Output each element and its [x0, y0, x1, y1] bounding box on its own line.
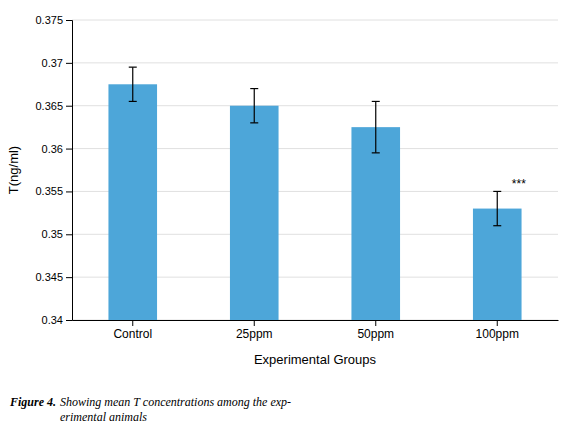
- x-tick: Control: [113, 320, 152, 341]
- error-bar-stem: [375, 101, 376, 152]
- y-tick: 0.34: [42, 314, 72, 326]
- error-bar-cap-top: [372, 101, 380, 102]
- y-tick-mark: [66, 277, 72, 278]
- error-bar: [129, 67, 137, 101]
- x-tick-label: 25ppm: [236, 327, 273, 341]
- chart: 0.34 0.345 0.35 0.355 0.36 0.365 0.37 0.375 Cont…: [0, 0, 578, 448]
- bar: [473, 209, 522, 320]
- y-tick-mark: [66, 320, 72, 321]
- y-tick-label: 0.345: [35, 271, 63, 283]
- error-bar-stem: [254, 89, 255, 123]
- y-tick: 0.345: [35, 271, 72, 283]
- y-tick-label: 0.35: [42, 228, 63, 240]
- x-tick-mark: [132, 320, 133, 326]
- y-tick: 0.355: [35, 185, 72, 197]
- y-tick-label: 0.34: [42, 314, 63, 326]
- plot-area: [108, 67, 521, 320]
- y-tick: 0.36: [42, 143, 72, 155]
- y-axis-line: [66, 21, 73, 321]
- error-bar: [493, 191, 501, 225]
- caption-line: erimental animals: [60, 410, 147, 424]
- x-tick: 100ppm: [476, 320, 519, 341]
- x-tick-label: 100ppm: [476, 327, 519, 341]
- y-tick: 0.365: [35, 100, 72, 112]
- y-tick-mark: [66, 106, 72, 107]
- x-axis-line: [73, 320, 559, 321]
- x-tick: 50ppm: [357, 320, 394, 341]
- x-tick: 25ppm: [236, 320, 273, 341]
- x-axis: Control 25ppm 50ppm 100ppm: [73, 320, 559, 341]
- y-tick-mark: [66, 149, 72, 150]
- y-tick-label: 0.365: [35, 100, 63, 112]
- y-tick: 0.35: [42, 228, 72, 240]
- y-tick: 0.37: [42, 57, 72, 69]
- y-tick-mark: [66, 234, 72, 235]
- error-bar-cap-bottom: [129, 101, 137, 102]
- bar: [108, 84, 157, 320]
- grid-line: [72, 20, 558, 21]
- y-tick-mark: [66, 63, 72, 64]
- error-bar-cap-bottom: [493, 225, 501, 226]
- y-axis-title: T(ng/ml): [6, 146, 21, 194]
- x-axis-title: Experimental Groups: [254, 352, 377, 367]
- caption-text: Showing mean T concentrations among the …: [60, 395, 291, 424]
- x-tick-mark: [254, 320, 255, 326]
- y-tick-label: 0.37: [42, 57, 63, 69]
- caption-lead: Figure 4.: [9, 395, 56, 409]
- error-bar-cap-bottom: [372, 152, 380, 153]
- y-tick-mark: [66, 20, 72, 21]
- y-tick-label: 0.375: [35, 14, 63, 26]
- grid-line: [72, 62, 558, 63]
- error-bar-cap-bottom: [250, 122, 258, 123]
- error-bar-stem: [497, 191, 498, 225]
- bar: [230, 106, 279, 320]
- error-bar: [372, 101, 380, 152]
- y-tick-label: 0.355: [35, 185, 63, 197]
- y-tick-mark: [66, 191, 72, 192]
- y-tick: 0.375: [35, 14, 72, 26]
- y-tick-label: 0.36: [42, 143, 63, 155]
- caption-line: Showing mean T concentrations among the …: [60, 395, 291, 409]
- bar: [351, 127, 400, 320]
- x-tick-mark: [497, 320, 498, 326]
- error-bar-cap-top: [250, 88, 258, 89]
- x-tick-label: 50ppm: [357, 327, 394, 341]
- annotation: ***: [512, 177, 526, 191]
- x-tick-mark: [375, 320, 376, 326]
- error-bar-stem: [132, 67, 133, 101]
- x-tick-label: Control: [113, 327, 152, 341]
- error-bar-cap-top: [493, 191, 501, 192]
- error-bar-cap-top: [129, 67, 137, 68]
- y-axis: 0.34 0.345 0.35 0.355 0.36 0.365 0.37 0.375: [35, 14, 72, 326]
- error-bar: [250, 89, 258, 123]
